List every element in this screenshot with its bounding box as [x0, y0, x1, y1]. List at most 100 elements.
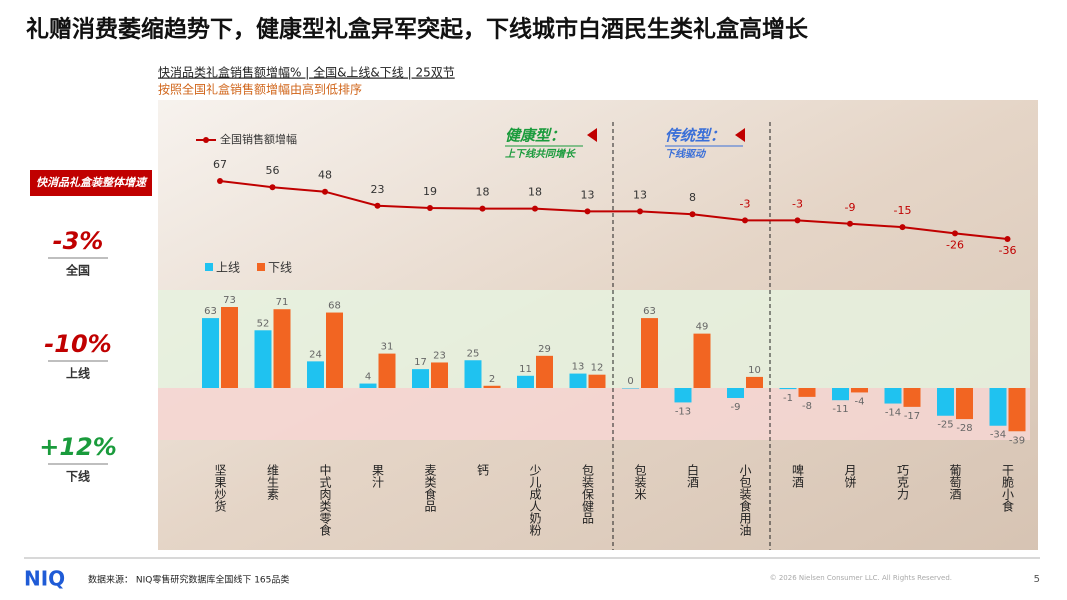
category-label: 啤酒: [791, 463, 805, 488]
kpi-label: 上线: [66, 366, 90, 381]
category-label: 果汁: [371, 464, 385, 489]
line-value-label: 18: [528, 186, 542, 199]
line-value-label: 18: [476, 186, 490, 199]
bar: [221, 307, 238, 388]
line-value-label: -3: [792, 197, 803, 210]
bar-value-label: 29: [538, 344, 551, 355]
category-label: 葡萄酒: [948, 464, 962, 500]
bar: [569, 373, 587, 388]
bar-value-label: 0: [627, 376, 633, 387]
bar-value-label: -28: [956, 423, 972, 434]
bar-value-label: -17: [904, 411, 920, 422]
line-value-label: 13: [581, 188, 595, 201]
line-value-label: -3: [740, 197, 751, 210]
bar-value-label: 2: [489, 374, 495, 385]
bar-value-label: 63: [643, 306, 656, 317]
legend-marker: [203, 137, 209, 143]
line-value-label: -15: [894, 204, 912, 217]
bar: [622, 388, 639, 389]
line-marker: [794, 217, 801, 224]
bar: [588, 374, 606, 388]
category-label: 钙: [476, 464, 490, 476]
bar: [641, 318, 658, 388]
line-marker: [584, 208, 591, 215]
bar-value-label: 49: [696, 322, 709, 333]
bar: [779, 388, 797, 390]
line-marker: [217, 178, 223, 184]
kpi-label: 全国: [65, 263, 90, 278]
bar: [464, 360, 482, 388]
bar: [746, 376, 763, 388]
line-value-label: -9: [845, 201, 856, 214]
bar-value-label: -11: [832, 404, 848, 415]
band-positive: [158, 290, 1030, 388]
source: 数据来源： NIQ零售研究数据库全国线下 165品类: [88, 574, 289, 586]
category-label: 维生素: [266, 464, 280, 500]
bar-value-label: 52: [257, 318, 270, 329]
line-value-label: -36: [999, 244, 1017, 257]
bar: [956, 388, 973, 420]
bar: [1008, 388, 1026, 432]
bar-value-label: 63: [204, 306, 217, 317]
bar-value-label: -39: [1009, 435, 1025, 446]
line-marker: [532, 205, 538, 212]
bar: [431, 362, 448, 388]
bar: [989, 388, 1007, 426]
annotation-text: 上下线共同增长: [505, 148, 576, 160]
bar: [851, 388, 868, 393]
bar: [378, 353, 396, 388]
legend-swatch: [205, 263, 213, 271]
annotation-title: 传统型：: [665, 127, 725, 145]
line-marker: [479, 205, 486, 212]
bar-value-label: 68: [328, 301, 341, 312]
bar-value-label: 23: [433, 350, 446, 361]
bar: [517, 375, 534, 388]
kpi-title: 快消品礼盒装整体增速: [36, 176, 148, 189]
bar-value-label: 71: [276, 297, 289, 308]
page-number: 5: [1034, 574, 1040, 585]
kpi-value: -10%: [44, 330, 111, 358]
bar: [326, 312, 343, 388]
subtitle: 快消品类礼盒销售额增幅% | 全国&上线&下线 | 25双节: [158, 65, 455, 80]
bar: [937, 388, 954, 416]
bar-value-label: 4: [365, 372, 371, 383]
legend-label: 上线: [216, 261, 240, 275]
category-label: 小包装食用油: [738, 464, 752, 536]
logo: NIQ: [24, 567, 65, 591]
category-label: 麦类食品: [423, 464, 437, 512]
bar-value-label: -34: [990, 430, 1006, 441]
bar: [412, 369, 429, 388]
line-value-label: -26: [946, 238, 964, 251]
bar-value-label: -9: [731, 402, 741, 413]
bar-value-label: -13: [675, 406, 691, 417]
note: 按照全国礼盒销售额增幅由高到低排序: [158, 82, 362, 97]
bar: [483, 385, 501, 388]
line-marker: [269, 184, 276, 191]
bar-value-label: 13: [572, 362, 585, 373]
bar-value-label: -14: [885, 408, 901, 419]
bar-value-label: 17: [414, 357, 427, 368]
bar-value-label: 11: [519, 364, 532, 375]
bar: [359, 383, 377, 388]
kpi-label: 下线: [66, 469, 90, 484]
bar-value-label: -4: [855, 396, 865, 407]
line-marker: [899, 224, 906, 231]
bar: [254, 330, 272, 388]
annotation-title: 健康型：: [505, 127, 565, 145]
category-label: 坚果炒货: [213, 464, 227, 513]
line-value-label: 8: [689, 191, 696, 204]
bar: [307, 361, 324, 388]
bar-value-label: 24: [309, 349, 322, 360]
kpi-title-box: [30, 170, 152, 196]
line-marker: [1004, 236, 1011, 242]
kpi-value: +12%: [39, 433, 117, 461]
line-marker: [637, 208, 643, 215]
bar-value-label: 31: [381, 342, 394, 353]
category-label: 中式肉类零食: [318, 463, 332, 536]
bar: [798, 388, 816, 397]
bar: [273, 309, 291, 388]
bar: [832, 388, 849, 401]
line-value-label: 13: [633, 188, 647, 201]
line-marker: [742, 217, 748, 224]
